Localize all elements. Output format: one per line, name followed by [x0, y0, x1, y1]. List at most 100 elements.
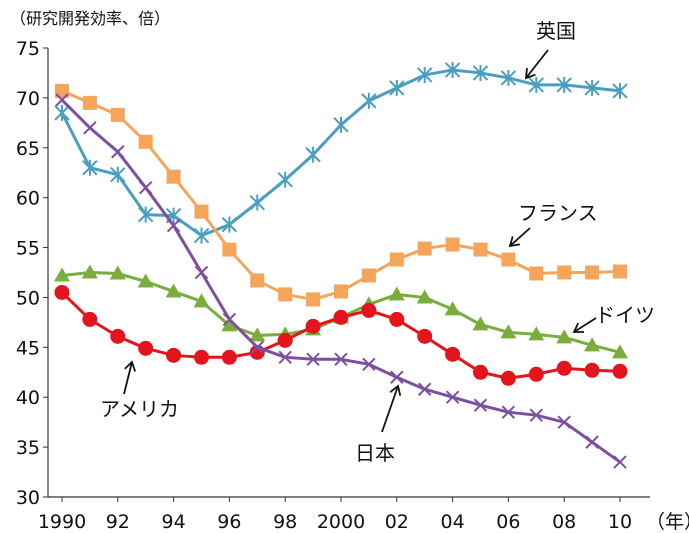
series-usa — [54, 284, 628, 386]
data-point — [111, 145, 125, 159]
label-group-usa: アメリカ — [100, 360, 179, 421]
data-point — [444, 61, 461, 78]
data-point — [110, 328, 126, 344]
y-tick-labels: 30 35 40 45 50 55 60 65 70 75 — [16, 38, 48, 509]
data-point — [529, 408, 544, 422]
series-label-uk: 英国 — [536, 19, 576, 43]
series-uk — [54, 61, 628, 244]
data-point — [445, 237, 460, 252]
data-point — [389, 252, 404, 267]
data-point — [500, 69, 517, 86]
arrow-head — [124, 360, 137, 372]
data-point — [556, 76, 572, 93]
series-label-germany: ドイツ — [595, 303, 655, 327]
data-point — [501, 252, 516, 267]
data-point — [82, 311, 98, 327]
data-point — [416, 289, 433, 304]
data-point — [584, 79, 600, 96]
data-point — [501, 405, 516, 419]
data-point — [612, 363, 628, 379]
series-label-france: フランス — [518, 201, 598, 225]
data-point — [389, 79, 405, 96]
data-point — [529, 266, 544, 281]
data-point — [388, 286, 405, 301]
data-point — [585, 435, 599, 449]
x-tick-label: 98 — [273, 511, 297, 533]
data-point — [416, 66, 433, 83]
data-point — [417, 328, 433, 344]
data-point — [556, 329, 573, 344]
data-point — [193, 293, 210, 308]
data-point — [444, 301, 461, 316]
y-tick-label: 55 — [16, 238, 40, 260]
x-axis-unit: （年） — [646, 511, 689, 533]
data-point — [390, 370, 404, 384]
arrow-head — [508, 236, 521, 248]
data-point — [82, 159, 98, 176]
series-japan — [55, 93, 627, 469]
data-point — [166, 169, 181, 184]
data-point — [417, 241, 432, 256]
data-point — [334, 284, 348, 299]
data-point — [584, 337, 601, 352]
data-point — [55, 83, 69, 98]
data-point — [138, 134, 153, 149]
x-tick-label: 1990 — [38, 511, 86, 533]
x-tick-label: 02 — [385, 511, 409, 533]
data-point — [221, 216, 238, 233]
data-point — [472, 64, 489, 81]
data-point — [194, 265, 209, 280]
x-tick-label: 2000 — [317, 511, 365, 533]
data-point — [110, 166, 126, 183]
y-tick-label: 65 — [16, 138, 40, 160]
data-point — [249, 194, 266, 211]
x-tick-label: 08 — [552, 511, 576, 533]
y-tick-label: 45 — [16, 337, 40, 359]
label-arrow-france — [509, 227, 531, 247]
arrow-head — [389, 384, 402, 396]
data-point — [193, 227, 210, 244]
label-group-france: フランス — [508, 201, 598, 248]
data-point — [166, 347, 182, 363]
data-point — [81, 264, 98, 279]
data-point — [612, 344, 628, 359]
y-tick-label: 50 — [16, 287, 40, 309]
data-point — [55, 93, 69, 107]
series-label-usa: アメリカ — [100, 397, 179, 421]
data-point — [109, 265, 126, 280]
data-point — [613, 264, 627, 279]
data-point — [137, 273, 154, 288]
data-point — [222, 312, 237, 327]
label-arrow-uk — [525, 49, 549, 79]
data-point — [528, 76, 545, 93]
data-point — [166, 218, 181, 233]
label-arrow-germany — [573, 317, 597, 333]
series-layer — [54, 61, 628, 469]
arrow-head — [572, 322, 585, 333]
data-point — [165, 283, 182, 298]
data-point — [305, 318, 321, 334]
data-point — [194, 349, 209, 365]
axes — [47, 48, 650, 498]
label-group-japan: 日本 — [355, 384, 402, 465]
data-point — [612, 82, 628, 99]
series-label-japan: 日本 — [355, 441, 395, 465]
series-france — [55, 83, 627, 307]
label-group-uk: 英国 — [524, 19, 576, 80]
data-point — [82, 95, 97, 110]
y-tick-label: 40 — [16, 387, 40, 409]
data-point — [194, 204, 209, 219]
x-tick-label: 06 — [496, 511, 520, 533]
x-tick-label: 10 — [608, 511, 632, 533]
data-point — [361, 92, 377, 109]
data-point — [473, 398, 488, 412]
data-point — [361, 302, 377, 318]
data-point — [334, 352, 348, 367]
data-point — [278, 287, 293, 302]
data-point — [54, 284, 70, 300]
data-point — [83, 121, 97, 135]
y-tick-label: 60 — [16, 188, 40, 210]
data-point — [584, 362, 600, 378]
y-tick-label: 70 — [16, 88, 40, 110]
data-point — [305, 146, 321, 163]
